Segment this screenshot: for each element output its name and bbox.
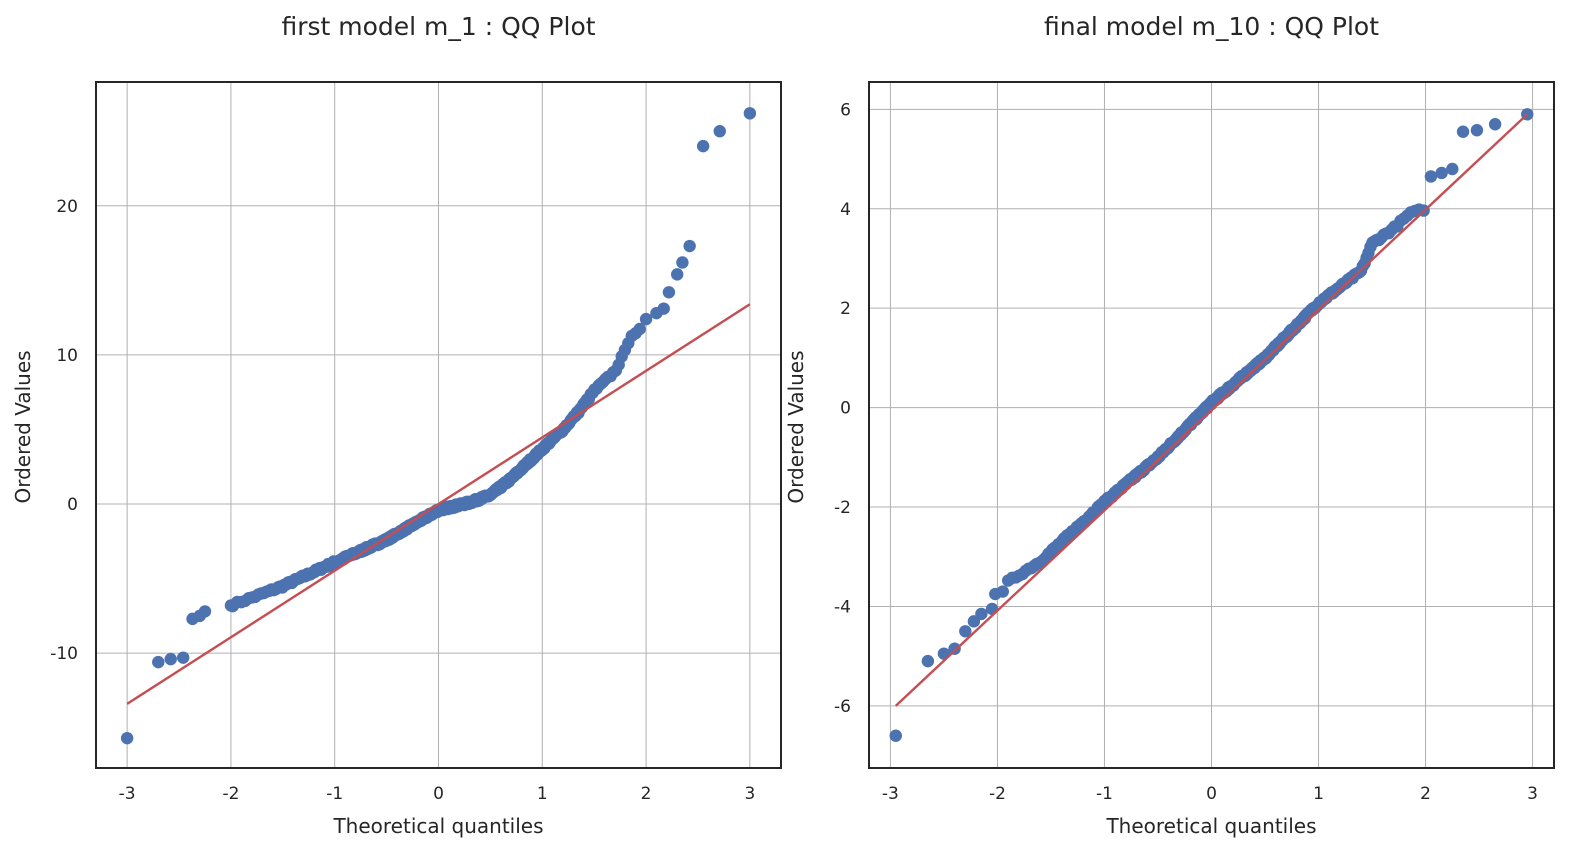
y-tick-label: 10 <box>56 346 78 366</box>
data-point <box>657 302 670 315</box>
left-plot-title: first model m_1 : QQ Plot <box>281 12 595 41</box>
data-point <box>1424 170 1438 183</box>
data-point <box>975 607 988 621</box>
plot-frame <box>868 81 1555 769</box>
x-tick-label: 1 <box>537 784 548 804</box>
reference-line <box>894 113 1529 707</box>
y-tick-label: 2 <box>840 299 851 319</box>
data-point <box>176 651 190 664</box>
data-point <box>1470 124 1484 137</box>
data-point <box>743 107 757 120</box>
data-point <box>224 599 238 612</box>
right-x-axis-label: Theoretical quantiles <box>1105 814 1316 838</box>
data-point <box>996 585 1009 598</box>
data-point <box>120 731 134 745</box>
right-plot-title: final model m_10 : QQ Plot <box>1044 12 1379 41</box>
y-tick-label: 0 <box>67 495 78 515</box>
x-tick-label: -2 <box>989 784 1006 804</box>
x-tick-label: 2 <box>1420 784 1431 804</box>
sample-points <box>889 108 1534 742</box>
data-point <box>921 654 935 668</box>
data-point <box>671 268 684 281</box>
right-qq-plot: final model m_10 : QQ Plot Theoretical q… <box>784 12 1555 838</box>
data-point <box>683 239 696 253</box>
gridlines <box>96 82 781 768</box>
left-x-axis-label: Theoretical quantiles <box>332 814 543 838</box>
x-tick-label: 2 <box>641 784 652 804</box>
x-tick-label: -2 <box>222 784 239 804</box>
x-tick-label: -3 <box>882 784 899 804</box>
data-point <box>985 602 999 616</box>
data-point <box>713 125 726 138</box>
y-tick-label: 4 <box>840 200 851 220</box>
x-tick-label: 0 <box>433 784 444 804</box>
data-point <box>639 312 653 326</box>
left-y-axis-label: Ordered Values <box>11 350 35 503</box>
left-qq-plot: first model m_1 : QQ Plot Theoretical qu… <box>11 12 782 838</box>
data-point <box>696 139 710 153</box>
data-point <box>164 652 177 666</box>
y-tick-label: -4 <box>834 597 851 617</box>
data-point <box>633 322 646 336</box>
y-tick-label: 0 <box>840 399 851 419</box>
x-tick-label: -1 <box>326 784 343 804</box>
right-y-axis-label: Ordered Values <box>784 350 808 503</box>
x-tick-label: 3 <box>1527 784 1538 804</box>
gridlines <box>869 82 1554 768</box>
x-tick-label: -3 <box>119 784 136 804</box>
plot-frame <box>95 81 782 769</box>
data-point <box>198 605 212 618</box>
x-tick-label: -1 <box>1096 784 1113 804</box>
y-tick-label: -10 <box>50 644 78 664</box>
x-tick-label: 3 <box>744 784 755 804</box>
x-tick-label: 1 <box>1313 784 1324 804</box>
y-tick-label: 20 <box>56 197 78 217</box>
data-point <box>1456 125 1470 138</box>
data-point <box>662 286 676 299</box>
y-tick-label: -2 <box>834 498 851 518</box>
data-point <box>1446 162 1459 176</box>
data-point <box>889 729 902 742</box>
data-point <box>676 256 689 269</box>
data-point <box>152 655 165 669</box>
reference-line <box>126 303 751 705</box>
y-tick-label: 6 <box>840 100 851 120</box>
y-tick-label: -6 <box>834 697 851 717</box>
data-point <box>1488 118 1502 131</box>
data-point <box>959 625 972 638</box>
data-point <box>1435 166 1448 180</box>
x-tick-label: 0 <box>1206 784 1217 804</box>
data-point <box>948 642 961 655</box>
